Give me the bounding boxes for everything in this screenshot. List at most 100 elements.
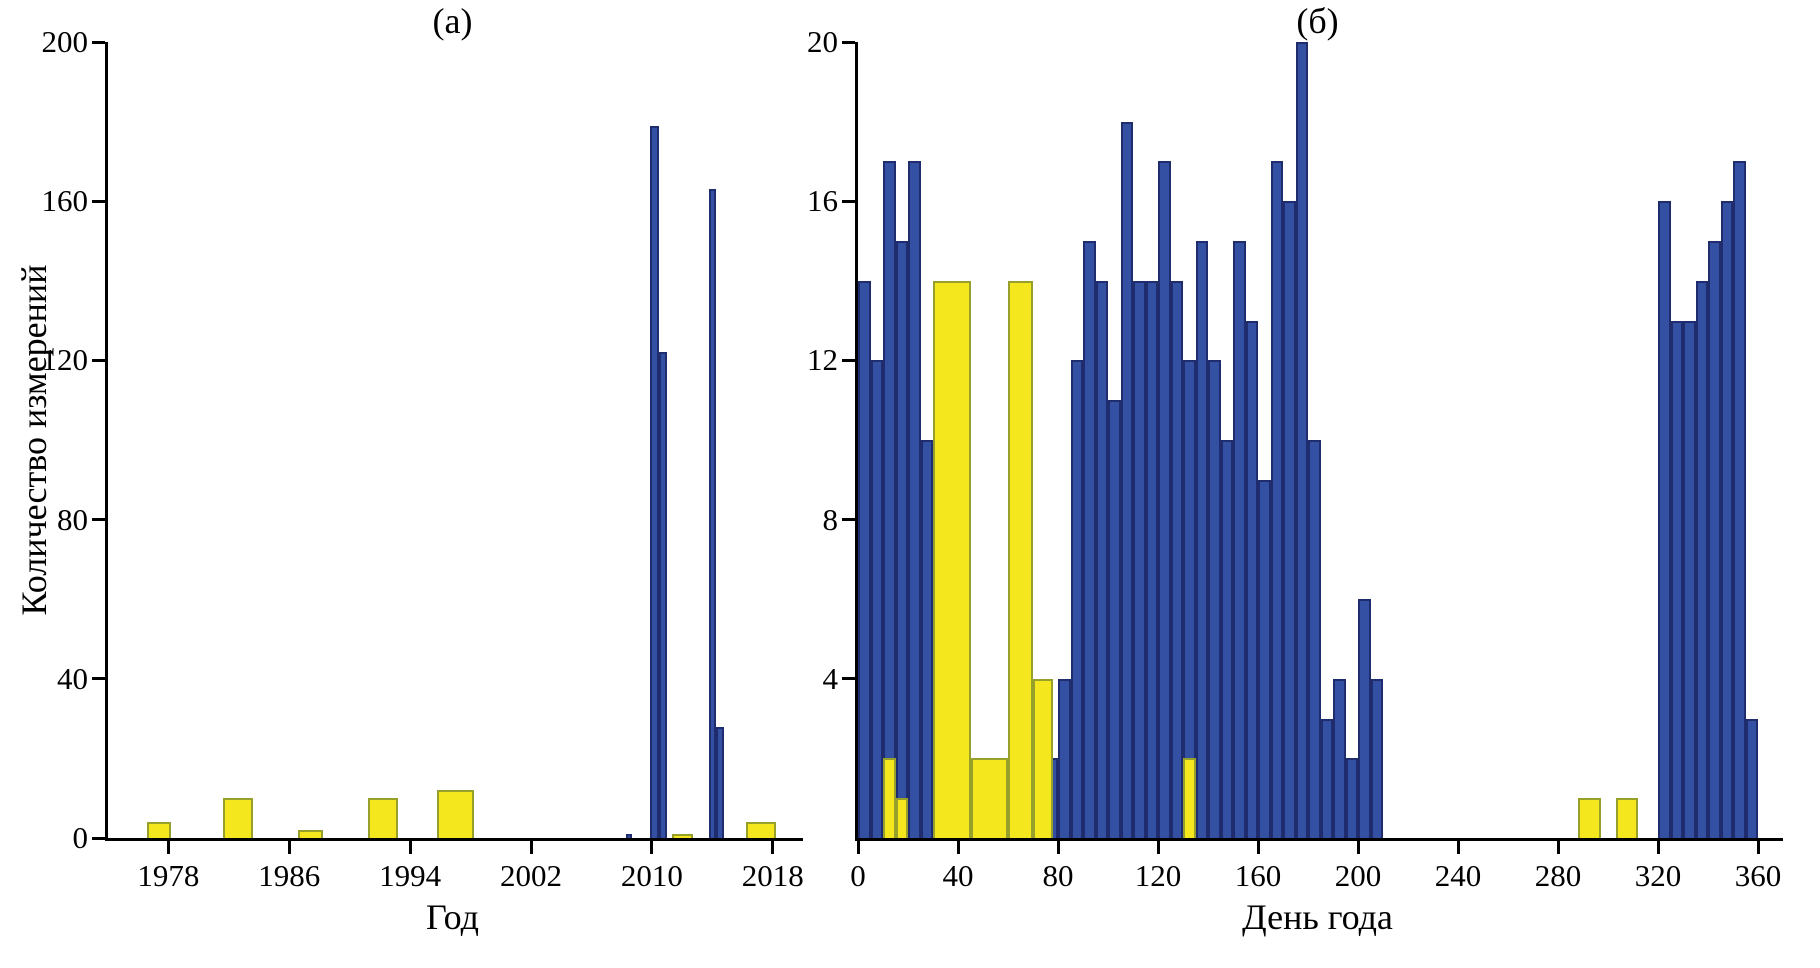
bar-yellow (298, 830, 323, 838)
bar-blue (1270, 161, 1283, 838)
bar-blue (1708, 241, 1721, 838)
y-tick-label: 16 (807, 183, 838, 219)
y-tick-label: 0 (72, 820, 89, 855)
x-tick-label: 0 (850, 858, 866, 893)
bar-yellow (745, 822, 776, 838)
y-tick-mark (92, 358, 105, 362)
bar-blue (1070, 360, 1083, 838)
x-tick-label: 2018 (741, 858, 804, 893)
bar-blue (870, 360, 883, 838)
bar-blue (1083, 241, 1096, 838)
x-tick-mark (650, 841, 654, 854)
bar-blue (1745, 718, 1758, 838)
bar-yellow (970, 758, 1008, 838)
x-tick-mark (771, 841, 775, 854)
bar-blue (858, 280, 871, 838)
y-tick-mark (92, 836, 105, 840)
bar-yellow (367, 798, 399, 838)
bar-blue (1095, 280, 1108, 838)
x-tick-label: 1986 (258, 858, 321, 893)
panel-b-plot-area: 0 40 80 120 160 200 240 280 320 360 4 8 12 16 20 (807, 24, 1783, 893)
x-tick-label: 2010 (620, 858, 683, 893)
y-tick-label: 20 (807, 24, 838, 59)
x-tick-label: 1978 (137, 858, 200, 893)
panel-a-x-axis-label: Год (426, 897, 479, 937)
bar-blue (1333, 678, 1346, 838)
y-tick-mark (92, 677, 105, 681)
bar-blue (1308, 440, 1321, 838)
bar-blue (1370, 678, 1383, 838)
x-tick-mark (1456, 841, 1460, 854)
bar-yellow (1615, 798, 1638, 838)
bar-yellow (895, 798, 908, 838)
x-tick-mark (287, 841, 291, 854)
y-tick-label: 4 (822, 660, 839, 696)
y-tick-mark (842, 40, 855, 44)
bar-yellow (1578, 798, 1601, 838)
bar-blue (1145, 280, 1158, 838)
bar-blue (908, 161, 921, 838)
bar-yellow (671, 834, 693, 838)
y-tick-label: 200 (41, 24, 89, 59)
y-tick-mark (842, 677, 855, 681)
y-tick-mark (842, 199, 855, 203)
x-tick-label: 40 (942, 858, 974, 893)
bar-blue (1170, 280, 1183, 838)
bar-yellow (933, 280, 971, 838)
bar-yellow (437, 790, 474, 838)
x-tick-mark (1556, 841, 1560, 854)
bar-blue (1720, 201, 1733, 838)
bar-blue (1283, 201, 1296, 838)
y-tick-mark (92, 518, 105, 522)
bar-yellow (1033, 678, 1053, 838)
y-tick-label: 120 (41, 342, 89, 378)
panel-a-title: (а) (432, 1, 473, 41)
bar-blue (895, 241, 908, 838)
x-tick-label: 280 (1534, 858, 1582, 893)
bar-blue (1120, 121, 1133, 838)
x-tick-label: 1994 (379, 858, 442, 893)
bar-blue (1695, 280, 1708, 838)
x-tick-label: 2002 (500, 858, 563, 893)
x-tick-label: 120 (1134, 858, 1182, 893)
bar-blue (883, 161, 896, 838)
bar-yellow (1008, 280, 1033, 838)
x-tick-label: 80 (1042, 858, 1074, 893)
bar-yellow (222, 798, 254, 838)
bar-yellow (1183, 758, 1196, 838)
bar-yellow (147, 822, 172, 838)
x-tick-mark (1156, 841, 1160, 854)
x-tick-mark (166, 841, 170, 854)
x-tick-mark (1256, 841, 1260, 854)
x-tick-mark (1356, 841, 1360, 854)
x-tick-mark (408, 841, 412, 854)
bar-yellow (883, 758, 896, 838)
bar-blue (1670, 320, 1683, 838)
bar-blue (626, 834, 633, 838)
x-tick-mark (1656, 841, 1660, 854)
bar-blue (658, 352, 667, 838)
bar-blue (1133, 280, 1146, 838)
bar-blue (716, 726, 724, 838)
x-tick-mark (529, 841, 533, 854)
x-tick-label: 200 (1334, 858, 1382, 893)
x-tick-label: 360 (1734, 858, 1782, 893)
x-tick-mark (956, 841, 960, 854)
bar-blue (650, 125, 659, 838)
x-tick-label: 320 (1634, 858, 1682, 893)
panel-b-x-axis-label: День года (1242, 897, 1393, 937)
bar-blue (1345, 758, 1358, 838)
x-tick-mark (1756, 841, 1760, 854)
bar-blue (920, 440, 933, 838)
bar-blue (1245, 320, 1258, 838)
bar-blue (1108, 400, 1121, 838)
bar-blue (1258, 479, 1271, 838)
panel-b-title: (б) (1296, 1, 1339, 41)
bar-blue (1058, 678, 1071, 838)
bar-blue (1158, 161, 1171, 838)
y-tick-label: 8 (822, 501, 839, 537)
x-tick-label: 240 (1434, 858, 1482, 893)
y-tick-mark (842, 518, 855, 522)
bar-blue (1295, 42, 1308, 838)
